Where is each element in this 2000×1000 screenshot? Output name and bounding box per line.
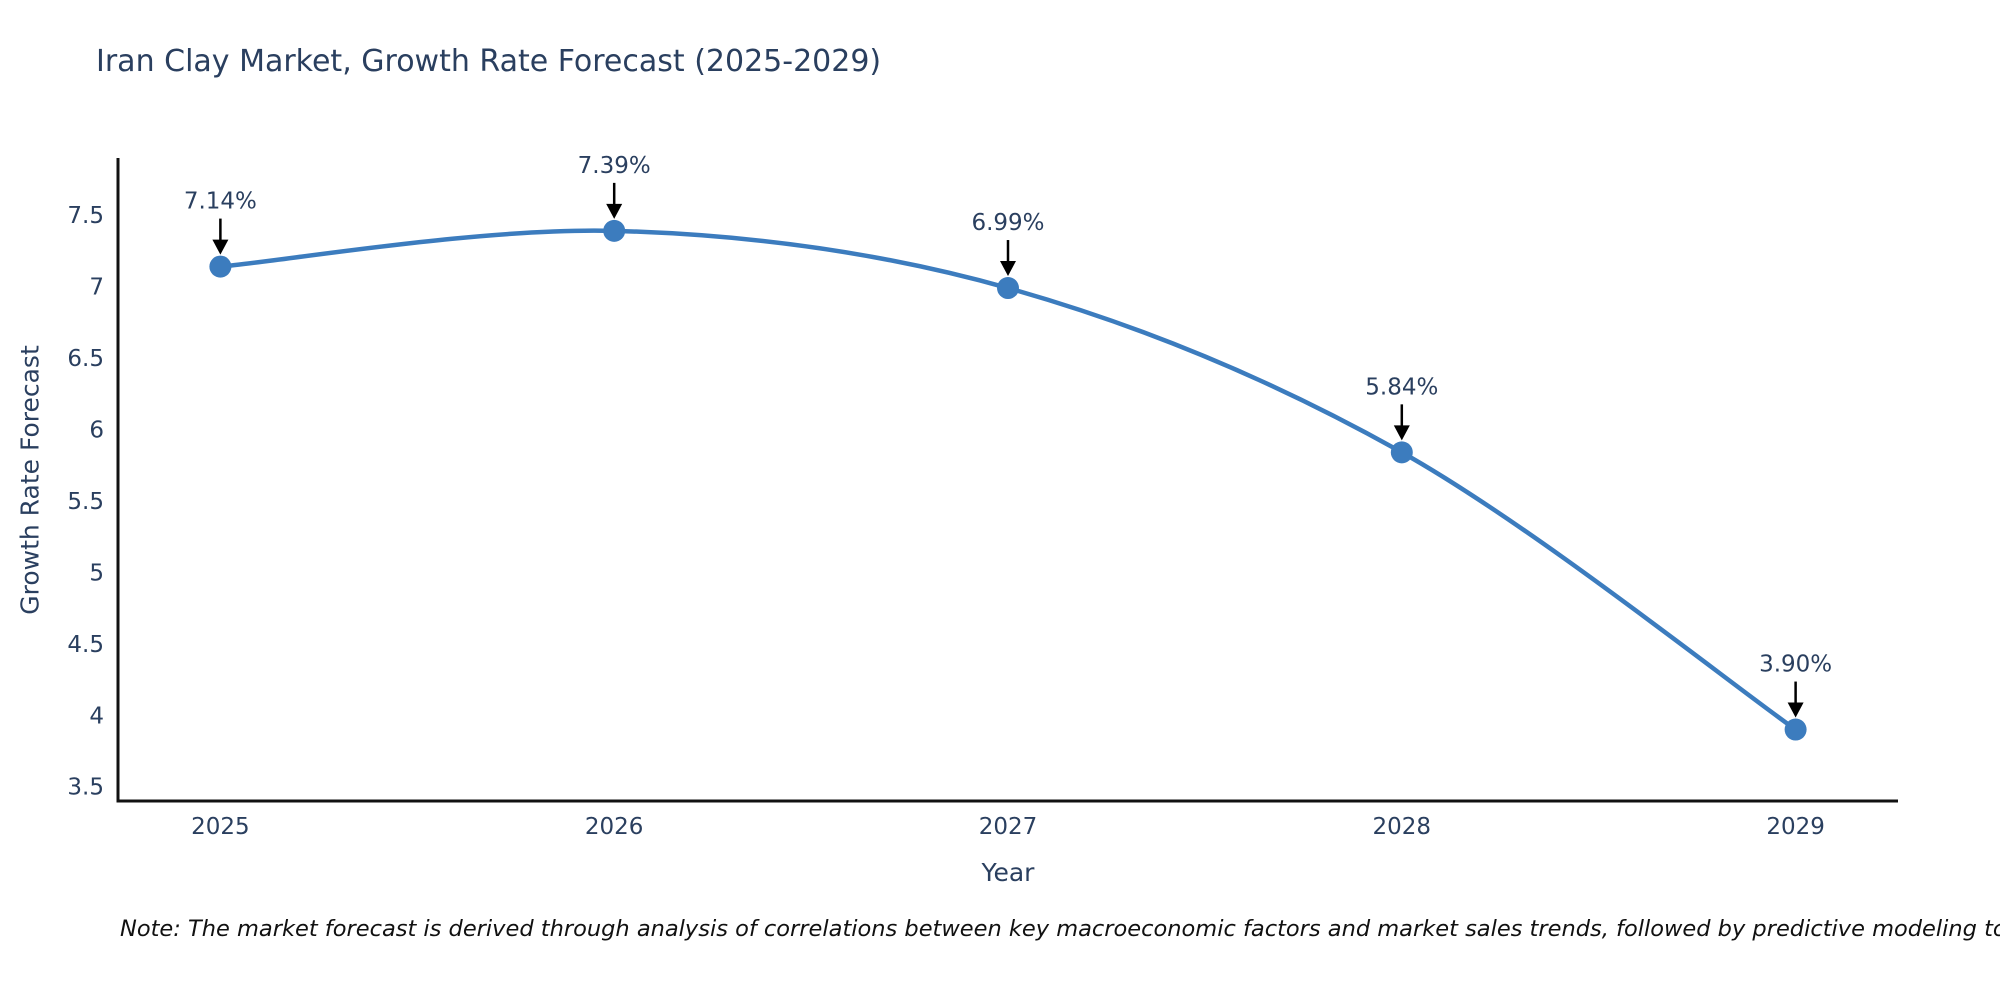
y-tick-label: 5 [89, 560, 104, 586]
annotation-label: 7.14% [184, 189, 257, 215]
data-point[interactable] [209, 255, 232, 278]
y-tick-label: 6.5 [67, 346, 104, 372]
annotation-arrowhead [1787, 702, 1804, 718]
y-tick-label: 4 [89, 703, 104, 729]
x-axis-title: Year [981, 858, 1035, 887]
x-tick-label: 2025 [191, 814, 250, 840]
y-tick-label: 7.5 [67, 203, 104, 229]
data-point[interactable] [1784, 718, 1807, 741]
annotation-label: 5.84% [1365, 374, 1438, 400]
data-point[interactable] [603, 219, 626, 242]
data-point[interactable] [1390, 441, 1413, 464]
x-tick-label: 2026 [585, 814, 644, 840]
y-tick-label: 5.5 [67, 489, 104, 515]
chart-title: Iran Clay Market, Growth Rate Forecast (… [96, 44, 882, 79]
annotation-arrowhead [1000, 261, 1016, 277]
annotation-arrowhead [1393, 425, 1410, 441]
annotation-label: 7.39% [578, 153, 651, 179]
footnote: Note: The market forecast is derived thr… [120, 916, 2000, 942]
annotation-label: 3.90% [1759, 652, 1832, 678]
x-tick-label: 2028 [1373, 814, 1432, 840]
y-axis-title: Growth Rate Forecast [15, 345, 45, 615]
y-tick-label: 4.5 [67, 632, 104, 658]
annotation-arrowhead [212, 239, 229, 255]
y-tick-label: 6 [89, 417, 104, 443]
x-tick-label: 2027 [979, 814, 1038, 840]
annotation-label: 6.99% [971, 210, 1044, 236]
annotation-arrowhead [606, 203, 623, 219]
data-point[interactable] [997, 277, 1019, 300]
y-tick-label: 7 [89, 275, 104, 301]
y-tick-label: 3.5 [67, 775, 104, 801]
trend-line [218, 228, 1798, 732]
x-tick-label: 2029 [1766, 814, 1825, 840]
